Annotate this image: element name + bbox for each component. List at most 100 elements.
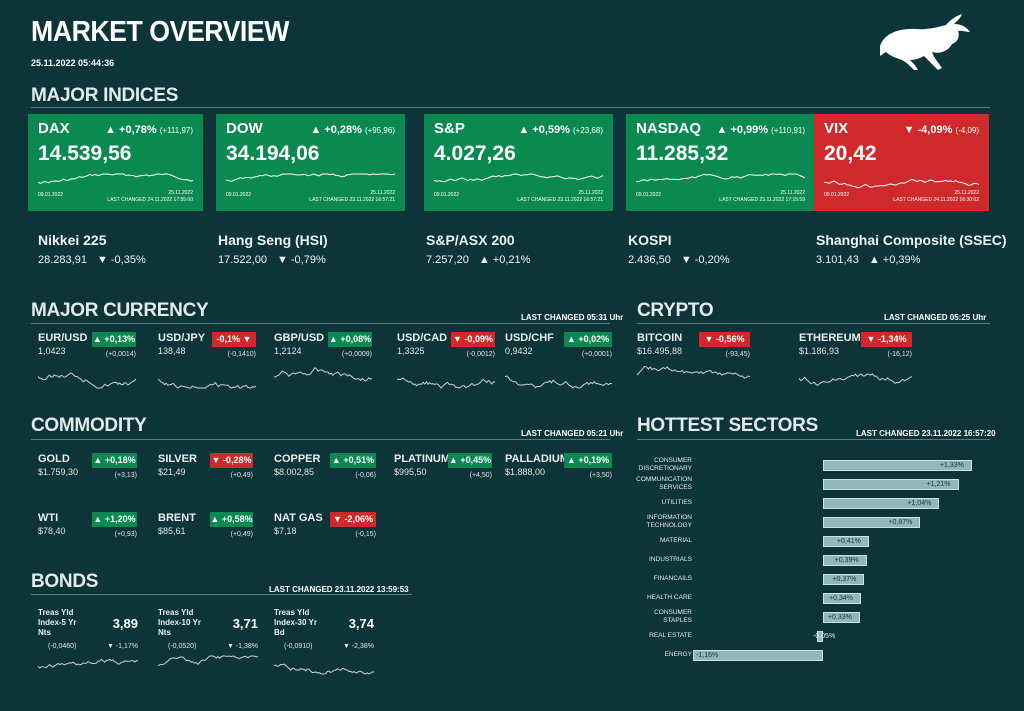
intl-index-3[interactable]: KOSPI 2.436,50 ▼ -0,20% [628,232,730,266]
change-badge: ▲ +0,58% [210,512,253,527]
quote-tile-platinum[interactable]: PLATINUM $995,50 ▲ +0,45% (+4,50) [394,453,492,493]
sector-label-line: CONSUMER [654,609,692,616]
quote-name: GOLD [38,453,70,465]
quote-value: $995,50 [394,467,427,477]
sector-label: REAL ESTATE [536,632,692,640]
quote-tile-bitcoin[interactable]: BITCOIN $16.495,88 ▼ -0,56% (-93,45) [637,332,750,392]
quote-tile-usdcad[interactable]: USD/CAD 1,3325 ▼ -0,09% (-0,0012) [397,332,495,392]
sector-value-label: +0,34% [829,595,854,602]
sector-label-line: INFORMATION [646,514,692,521]
section-title-major-indices: MAJOR INDICES [31,85,179,106]
bond-name-line: Nts [38,628,51,637]
change-badge: ▲ +0,18% [92,453,137,468]
quote-tile-eurusd[interactable]: EUR/USD 1,0423 ▲ +0,13% (+0,0014) [38,332,136,392]
intl-index-1[interactable]: Hang Seng (HSI) 17.522,00 ▼ -0,79% [218,232,328,266]
sector-bar[interactable] [823,479,959,490]
quote-tile-palladium[interactable]: PALLADIUM $1.888,00 ▲ +0,19% (+3,50) [505,453,612,493]
sparkline [505,375,612,389]
index-change: ▼ -4,09% (-4,09) [904,124,979,136]
sector-bar[interactable] [823,536,869,547]
sector-bar[interactable] [823,593,862,604]
index-name: DAX [38,120,70,137]
sector-bar[interactable] [823,517,921,528]
sector-label-line: TECHNOLOGY [646,522,692,529]
index-card-sp[interactable]: S&P ▲ +0,59% (+23,68) 4.027,26 09.01.2022 25… [424,114,613,211]
section-title-bonds: BONDS [31,571,99,592]
sector-value-label: -0,05% [813,633,836,640]
quote-tile-usdjpy[interactable]: USD/JPY 138,48 -0,1% ▼ (-0,1410) [158,332,256,392]
sector-label: FINANCAILS [536,575,692,583]
quote-name: EUR/USD [38,332,88,344]
intl-index-row: 28.283,91 ▼ -0,35% [38,254,146,266]
index-change-pct: ▲ +0,99% [716,124,769,136]
intl-index-change: ▲ +0,21% [478,254,531,266]
bonds-last-changed: LAST CHANGED 23.11.2022 13:59:53 [269,585,409,594]
chart-end-date: 25.11.2022 [370,190,395,196]
quote-value: 0,9432 [505,346,533,356]
sector-label-line: COMMUNICATION [636,476,692,483]
currency-last-changed: LAST CHANGED 05:31 Uhr [521,313,624,322]
sector-bar[interactable] [817,631,823,642]
sector-bar[interactable] [823,612,860,623]
intl-index-2[interactable]: S&P/ASX 200 7.257,20 ▲ +0,21% [426,232,530,266]
quote-tile-gold[interactable]: GOLD $1.759,30 ▲ +0,18% (+3,13) [38,453,137,493]
quote-tile-natgas[interactable]: NAT GAS $7,18 ▼ -2,06% (-0,15) [274,512,376,552]
bond-tile-0[interactable]: Treas Yld Index-5 Yr Nts 3,89 (-0,0460) ▼ -1,… [38,608,138,678]
sparkline [274,366,372,382]
quote-change-abs: (+3,13) [114,472,137,479]
sector-label-line: SERVICES [659,484,692,491]
index-card-dow[interactable]: DOW ▲ +0,28% (+95,96) 34.194,06 09.01.2022 2… [216,114,405,211]
quote-tile-brent[interactable]: BRENT $85,61 ▲ +0,58% (+0,49) [158,512,253,552]
quote-tile-usdchf[interactable]: USD/CHF 0,9432 ▲ +0,02% (+0,0001) [505,332,612,392]
sector-bar[interactable] [823,574,865,585]
bond-tile-2[interactable]: Treas Yld Index-30 Yr Bd 3,74 (-0,0910) ▼ -2,… [274,608,374,678]
quote-name: WTI [38,512,59,524]
sector-bar[interactable] [823,498,940,509]
quote-tile-silver[interactable]: SILVER $21,49 ▼ -0,28% (+0,49) [158,453,253,493]
intl-index-value: 28.283,91 [38,254,87,266]
sparkline [158,655,258,667]
change-badge: ▲ +0,19% [564,453,612,468]
index-card-vix[interactable]: VIX ▼ -4,09% (-4,09) 20,42 09.01.2022 25.11.… [814,114,989,211]
sparkline [274,663,374,675]
index-card-nasdaq[interactable]: NASDAQ ▲ +0,99% (+110,91) 11.285,32 09.01.2… [626,114,815,211]
index-last-changed: LAST CHANGED 24.11.2022 16:30:02 [893,197,979,203]
change-badge: ▼ -2,06% [330,512,376,527]
quote-name: BITCOIN [637,332,683,344]
quote-tile-ethereum[interactable]: ETHEREUM $1.186,93 ▼ -1,34% (-16,12) [799,332,912,392]
sector-label-line: REAL ESTATE [649,632,692,639]
quote-value: $1.759,30 [38,467,79,477]
change-badge: ▼ -0,09% [451,332,495,347]
quote-tile-copper[interactable]: COPPER $8.002,85 ▲ +0,51% (-0,06) [274,453,376,493]
index-change-abs: (+95,96) [364,126,395,135]
index-name: NASDAQ [636,120,702,137]
sector-label: CONSUMER STAPLES [536,609,692,625]
index-card-dax[interactable]: DAX ▲ +0,78% (+111,97) 14.539,56 09.01.2022… [28,114,203,211]
quote-tile-wti[interactable]: WTI $78,40 ▲ +1,20% (+0,93) [38,512,137,552]
index-change: ▲ +0,99% (+110,91) [717,124,806,136]
sector-bar[interactable] [823,555,867,566]
chart-end-date: 25.11.2022 [168,190,193,196]
sector-label: INFORMATION TECHNOLOGY [536,514,692,530]
quote-change-abs: (+3,50) [589,472,612,479]
quote-name: USD/CHF [505,332,554,344]
index-change-abs: (+111,97) [159,126,193,135]
bond-tile-1[interactable]: Treas Yld Index-10 Yr Nts 3,71 (-0,0520) ▼ -1… [158,608,258,678]
intl-index-change: ▼ -0,35% [96,254,146,266]
index-change-abs: (-4,09) [955,126,979,135]
sparkline [636,173,805,183]
intl-index-4[interactable]: Shanghai Composite (SSEC) 3.101,43 ▲ +0,39… [816,232,1007,266]
sector-label-line: INDUSTRIALS [649,556,692,563]
divider [637,323,990,324]
index-value: 11.285,32 [636,142,729,165]
chart-end-date: 25.11.2022 [954,190,979,196]
quote-tile-gbpusd[interactable]: GBP/USD 1,2124 ▲ +0,08% (+0,0009) [274,332,372,392]
quote-value: $16.495,88 [637,346,683,356]
bond-yield: 3,71 [232,616,258,631]
chart-start-date: 09.01.2022 [38,192,64,198]
index-name: DOW [226,120,263,137]
sector-bar[interactable] [823,460,972,471]
sector-bar[interactable] [693,650,823,661]
intl-index-0[interactable]: Nikkei 225 28.283,91 ▼ -0,35% [38,232,146,266]
quote-value: $7,18 [274,526,297,536]
